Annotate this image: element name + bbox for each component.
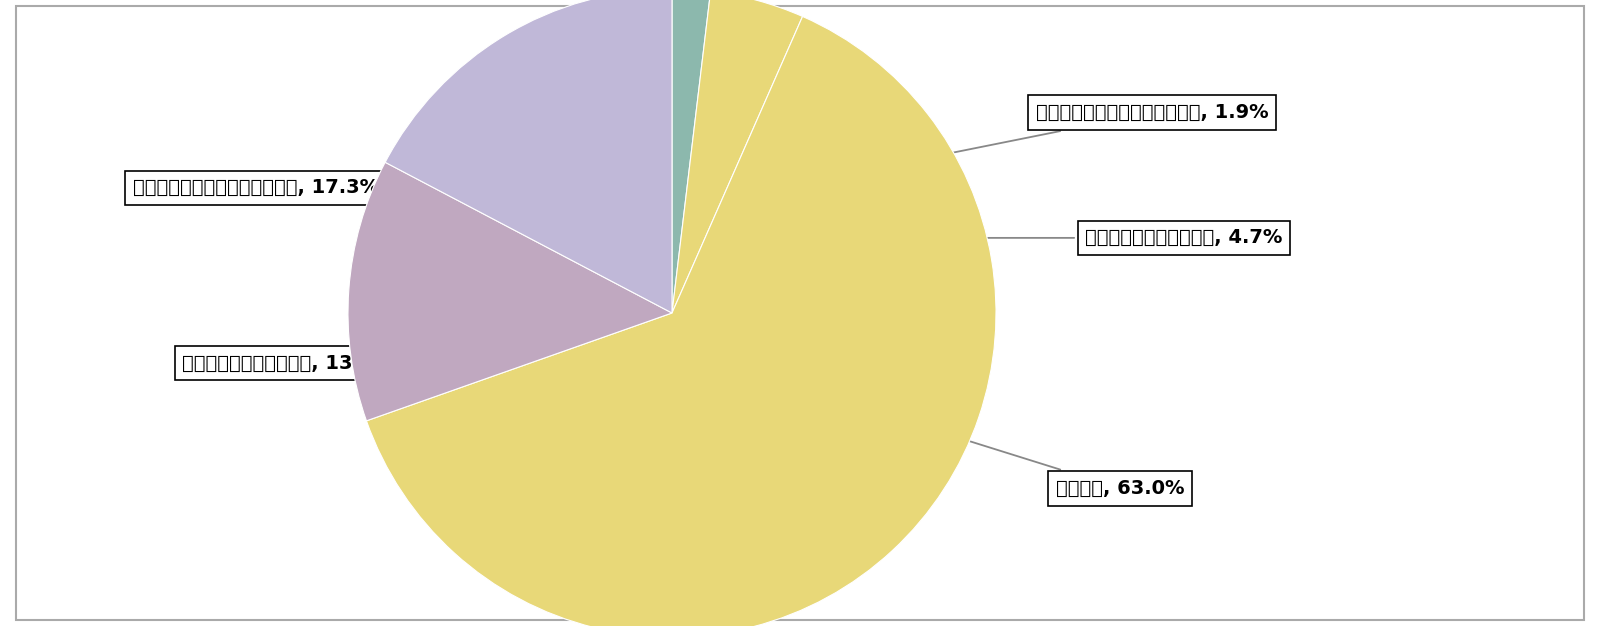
- Text: 変化無し, 63.0%: 変化無し, 63.0%: [963, 439, 1184, 498]
- Text: 新たな出会いが増加した, 4.7%: 新たな出会いが増加した, 4.7%: [891, 228, 1283, 247]
- Text: 新たな出会いが非常に減少した, 17.3%: 新たな出会いが非常に減少した, 17.3%: [133, 178, 573, 197]
- Wedge shape: [386, 0, 672, 313]
- Wedge shape: [672, 0, 710, 313]
- Text: 新たな出会いが非常に増加した, 1.9%: 新たな出会いが非常に増加した, 1.9%: [843, 103, 1269, 175]
- Wedge shape: [672, 0, 803, 313]
- Wedge shape: [347, 162, 672, 421]
- Text: 新たな出会いが減少した, 13.1%: 新たな出会いが減少した, 13.1%: [182, 354, 533, 372]
- Wedge shape: [366, 16, 997, 626]
